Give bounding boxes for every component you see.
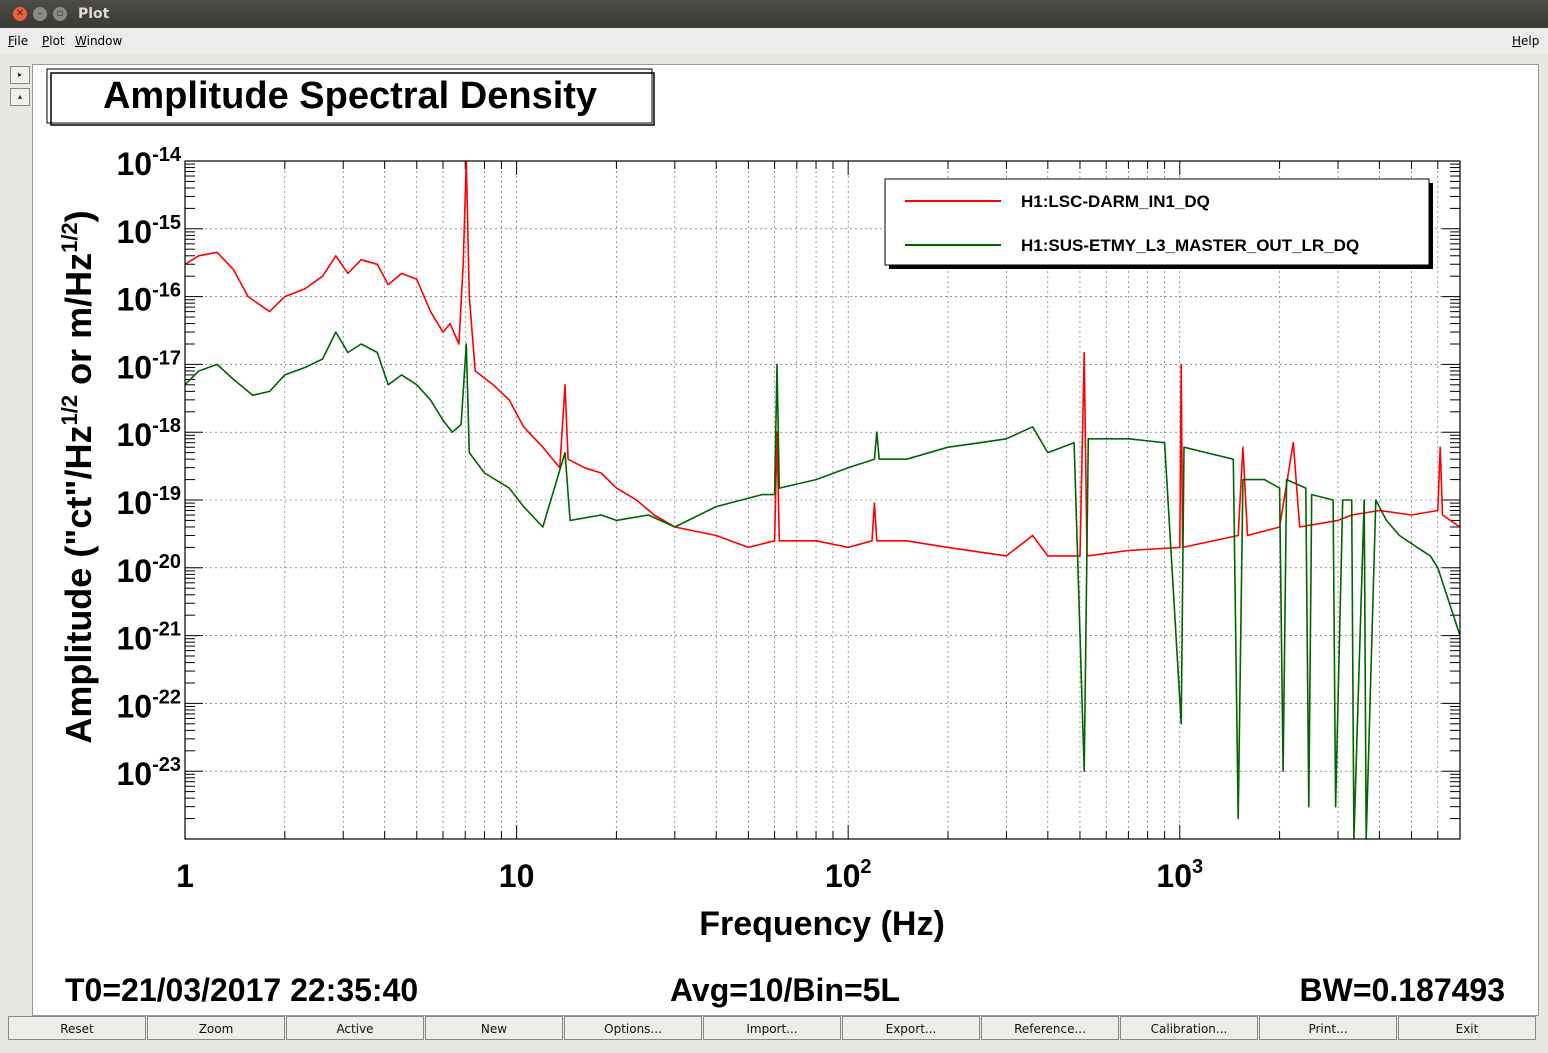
legend-box xyxy=(884,178,1430,266)
plot-frame xyxy=(184,160,1461,840)
menu-plot[interactable]: Plot xyxy=(42,34,65,48)
x-tick-label-base: 10 xyxy=(1156,858,1192,894)
x-tick-label-base: 10 xyxy=(499,858,535,894)
avg-bin-label: Avg=10/Bin=5L xyxy=(670,972,900,1008)
y-tick-label-base: 10 xyxy=(117,282,153,318)
plot-canvas[interactable]: Amplitude Spectral Density 1 10 102 103 10-… xyxy=(32,64,1539,1016)
y-tick-label: 10-21 xyxy=(117,619,182,657)
menu-file[interactable]: File xyxy=(8,34,29,48)
legend-label-etmy: H1:SUS-ETMY_L3_MASTER_OUT_LR_DQ xyxy=(1021,236,1359,255)
import-button[interactable]: Import... xyxy=(703,1016,841,1040)
menu-help[interactable]: Help xyxy=(1512,34,1540,48)
print-button[interactable]: Print... xyxy=(1259,1016,1397,1040)
export-button[interactable]: Export... xyxy=(842,1016,980,1040)
y-tick-label-base: 10 xyxy=(117,621,153,657)
y-tick-label: 10-15 xyxy=(117,212,182,250)
y-tick-label-base: 10 xyxy=(117,756,153,792)
axis-ticks xyxy=(184,161,1461,840)
x-tick-label-base: 1 xyxy=(176,858,194,894)
exit-button[interactable]: Exit xyxy=(1398,1016,1536,1040)
y-tick-label-exp: -23 xyxy=(152,754,181,776)
options-button[interactable]: Options... xyxy=(564,1016,702,1040)
y-tick-label-exp: -20 xyxy=(152,551,181,573)
window-close-button[interactable]: ✕ xyxy=(13,7,27,21)
window-title: Plot xyxy=(78,6,110,22)
new-button[interactable]: New xyxy=(425,1016,563,1040)
window-maximize-button[interactable]: ▫ xyxy=(53,7,67,21)
reference-button[interactable]: Reference... xyxy=(981,1016,1119,1040)
y-tick-label-exp: -16 xyxy=(152,280,181,302)
y-tick-label-base: 10 xyxy=(117,349,153,385)
y-tick-label-base: 10 xyxy=(117,214,153,250)
y-tick-label-exp: -14 xyxy=(152,144,182,166)
active-button[interactable]: Active xyxy=(286,1016,424,1040)
y-tick-label-exp: -18 xyxy=(152,415,181,437)
x-tick-label: 1 xyxy=(176,858,194,894)
button-bar: Reset Zoom Active New Options... Import... Exp… xyxy=(8,1016,1540,1042)
expand-right-button[interactable]: ▸ xyxy=(10,66,30,84)
calibration-button[interactable]: Calibration... xyxy=(1120,1016,1258,1040)
y-tick-label-base: 10 xyxy=(117,688,153,724)
title-box xyxy=(50,72,655,126)
y-tick-label: 10-16 xyxy=(117,280,182,318)
collapse-up-button[interactable]: ▴ xyxy=(10,88,30,106)
y-tick-label-exp: -22 xyxy=(152,686,181,708)
y-tick-label: 10-17 xyxy=(117,347,182,385)
asd-chart[interactable]: Amplitude Spectral Density 1 10 102 103 10-… xyxy=(33,65,1538,1015)
y-axis-label-sup1: 1/2 xyxy=(57,395,82,426)
y-tick-label-exp: -21 xyxy=(152,619,181,641)
chart-title: Amplitude Spectral Density xyxy=(103,75,597,117)
grid xyxy=(184,160,1461,840)
y-axis-label-part3: ) xyxy=(58,210,99,222)
x-tick-label-base: 10 xyxy=(825,858,861,894)
menu-window[interactable]: Window xyxy=(75,34,123,48)
menu-bar: File Plot Window Help xyxy=(0,28,1548,54)
x-tick-label-exp: 3 xyxy=(1192,856,1203,878)
title-box-shadow xyxy=(46,68,653,124)
bandwidth-label: BW=0.187493 xyxy=(1300,972,1505,1008)
reset-button[interactable]: Reset xyxy=(8,1016,146,1040)
legend-label-darm: H1:LSC-DARM_IN1_DQ xyxy=(1021,192,1210,211)
y-tick-label: 10-18 xyxy=(117,415,182,453)
y-axis-label: Amplitude ("ct"/Hz1/2 or m/Hz1/2) xyxy=(57,210,99,743)
y-tick-label-exp: -15 xyxy=(152,212,181,234)
y-tick-label: 10-23 xyxy=(117,754,182,792)
y-axis-label-part2: or m/Hz xyxy=(58,253,99,395)
window-minimize-button[interactable]: – xyxy=(33,7,47,21)
x-tick-labels: 1 10 102 103 xyxy=(176,856,1203,894)
series-lines xyxy=(184,160,1461,840)
x-tick-label: 102 xyxy=(825,856,872,894)
y-tick-label: 10-19 xyxy=(117,483,182,521)
zoom-button[interactable]: Zoom xyxy=(147,1016,285,1040)
y-tick-labels: 10-1410-1510-1610-1710-1810-1910-2010-21… xyxy=(117,144,182,792)
y-tick-label-base: 10 xyxy=(117,146,153,182)
y-tick-label-exp: -19 xyxy=(152,483,181,505)
series-line-1 xyxy=(184,331,1461,840)
side-controls: ▸ ▴ xyxy=(10,66,30,110)
x-tick-label-exp: 2 xyxy=(860,856,871,878)
y-tick-label-exp: -17 xyxy=(152,347,181,369)
x-axis-label: Frequency (Hz) xyxy=(699,905,945,943)
x-tick-label: 10 xyxy=(499,858,535,894)
y-tick-label: 10-20 xyxy=(117,551,182,589)
window-titlebar: ✕ – ▫ Plot xyxy=(0,0,1548,28)
y-tick-label: 10-22 xyxy=(117,686,182,724)
y-tick-label-base: 10 xyxy=(117,417,153,453)
y-tick-label: 10-14 xyxy=(117,144,182,182)
window-bottom-edge xyxy=(0,1042,1548,1053)
t0-label: T0=21/03/2017 22:35:40 xyxy=(65,972,418,1008)
y-axis-label-part1: Amplitude ("ct"/Hz xyxy=(58,426,99,744)
x-tick-label: 103 xyxy=(1156,856,1203,894)
y-tick-label-base: 10 xyxy=(117,553,153,589)
y-axis-label-sup2: 1/2 xyxy=(57,222,82,253)
y-tick-label-base: 10 xyxy=(117,485,153,521)
